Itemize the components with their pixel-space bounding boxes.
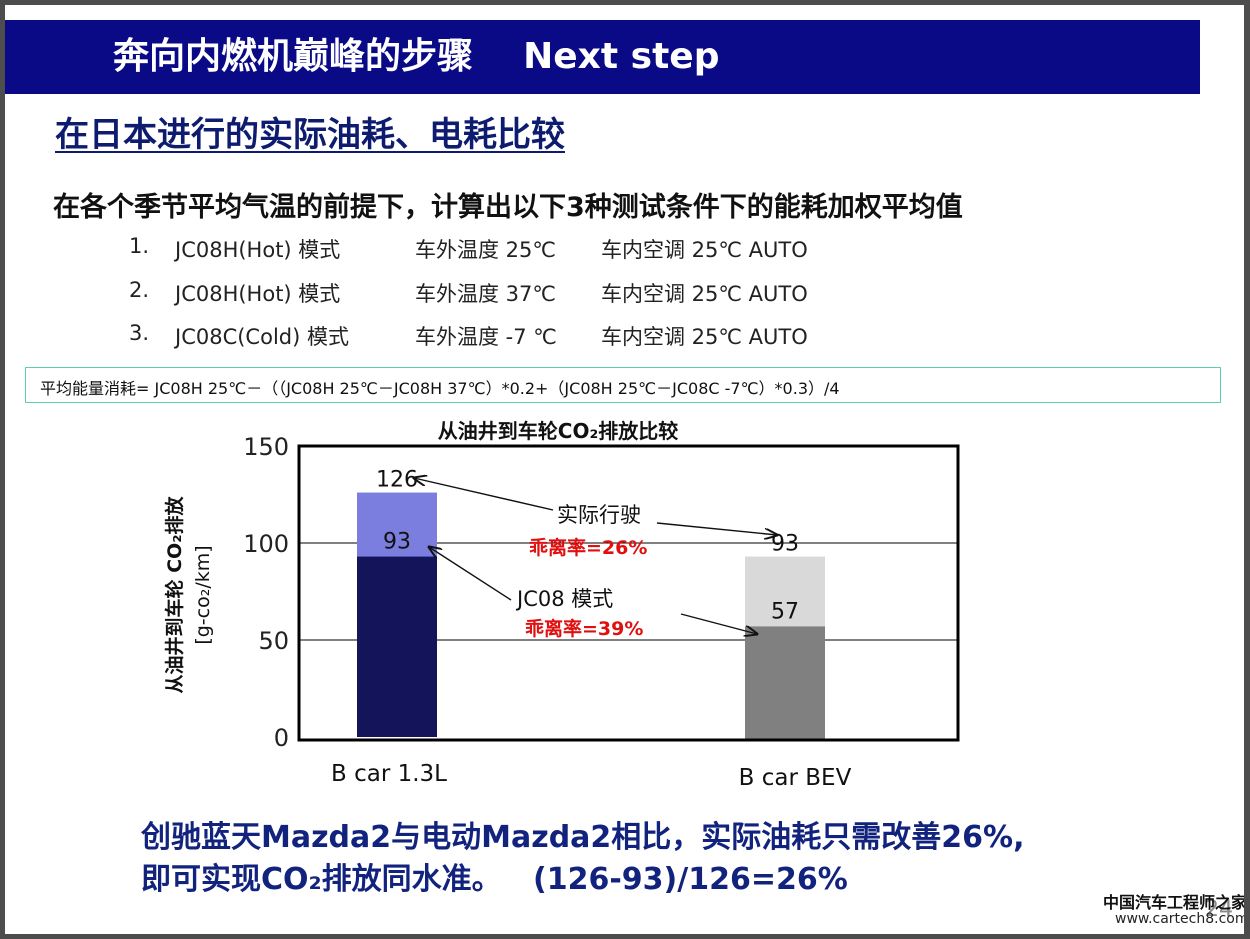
premise-text: 在各个季节平均气温的前提下，计算出以下3种测试条件下的能耗加权平均值 — [53, 192, 963, 223]
value-label-real-1: 126 — [376, 468, 418, 493]
condition-mode: JC08H(Hot) 模式 — [175, 282, 341, 306]
bar-jc08-1 — [357, 556, 437, 737]
formula-text: 平均能量消耗= JC08H 25℃－（（JC08H 25℃－JC08H 37℃）… — [40, 379, 840, 398]
annotation-jc08-deviation: 乖离率=39% — [525, 617, 643, 640]
slide-subtitle: 在日本进行的实际油耗、电耗比较 — [55, 115, 565, 155]
page-number: 24 — [1205, 897, 1233, 922]
condition-ac: 车内空调 25℃ AUTO — [601, 238, 808, 262]
condition-outside-temp: 车外温度 37℃ — [415, 282, 556, 306]
arrow-real-to-126 — [414, 478, 554, 511]
chart-title: 从油井到车轮CO₂排放比较 — [438, 419, 678, 443]
annotation-jc08-label: JC08 模式 — [515, 587, 613, 611]
arrow-jc08-to-93 — [429, 547, 512, 601]
conclusion-line-1: 创驰蓝天Mazda2与电动Mazda2相比，实际油耗只需改善26%, — [141, 820, 1025, 855]
y-axis-label: 从油井到车轮 CO₂排放 — [163, 495, 186, 693]
y-tick-label-50: 50 — [258, 627, 289, 655]
bar-jc08-2 — [745, 626, 825, 741]
arrow-real-to-93 — [656, 522, 777, 535]
condition-ac: 车内空调 25℃ AUTO — [601, 282, 808, 306]
watermark-url: www.cartech8.com — [1115, 911, 1244, 927]
y-tick-label-150: 150 — [243, 433, 289, 461]
y-axis-unit: [g-co₂/km] — [192, 545, 214, 644]
watermark-chinese: 中国汽车工程师之家 — [1103, 893, 1244, 912]
value-label-jc08-1: 93 — [383, 530, 411, 555]
x-category-label-1: B car 1.3L — [331, 761, 447, 787]
slide-title: 奔向内燃机巅峰的步骤 Next step — [113, 36, 720, 77]
condition-number: 1. — [129, 234, 150, 258]
value-label-jc08-2: 57 — [771, 599, 799, 624]
condition-mode: JC08H(Hot) 模式 — [175, 238, 341, 262]
condition-number: 2. — [129, 278, 150, 302]
arrow-jc08-to-57 — [680, 613, 757, 634]
conclusion-line-2: 即可实现CO₂排放同水准。 (126-93)/126=26% — [141, 862, 848, 897]
title-bar: 奔向内燃机巅峰的步骤 Next step — [5, 20, 1200, 94]
condition-mode: JC08C(Cold) 模式 — [175, 325, 349, 349]
annotation-real-deviation: 乖离率=26% — [529, 536, 647, 559]
slide: 奔向内燃机巅峰的步骤 Next step 在日本进行的实际油耗、电耗比较 在各个… — [5, 5, 1244, 934]
y-axis-label-group: 从油井到车轮 CO₂排放 [g-co₂/km] — [163, 495, 214, 693]
y-tick-label-100: 100 — [243, 530, 289, 558]
x-category-label-2: B car BEV — [739, 765, 852, 791]
condition-ac: 车内空调 25℃ AUTO — [601, 325, 808, 349]
conclusion: 创驰蓝天Mazda2与电动Mazda2相比，实际油耗只需改善26%, 即可实现C… — [141, 817, 1025, 901]
condition-number: 3. — [129, 321, 150, 345]
y-tick-label-0: 0 — [274, 724, 289, 752]
condition-outside-temp: 车外温度 25℃ — [415, 238, 556, 262]
formula-box: 平均能量消耗= JC08H 25℃－（（JC08H 25℃－JC08H 37℃）… — [25, 367, 1221, 403]
plot-frame — [297, 444, 960, 742]
co2-chart: 从油井到车轮CO₂排放比较 0 50 100 150 B car 1.3L 126 93 B… — [163, 419, 960, 791]
annotation-real-label: 实际行驶 — [557, 503, 641, 527]
condition-outside-temp: 车外温度 -7 ℃ — [415, 325, 557, 349]
